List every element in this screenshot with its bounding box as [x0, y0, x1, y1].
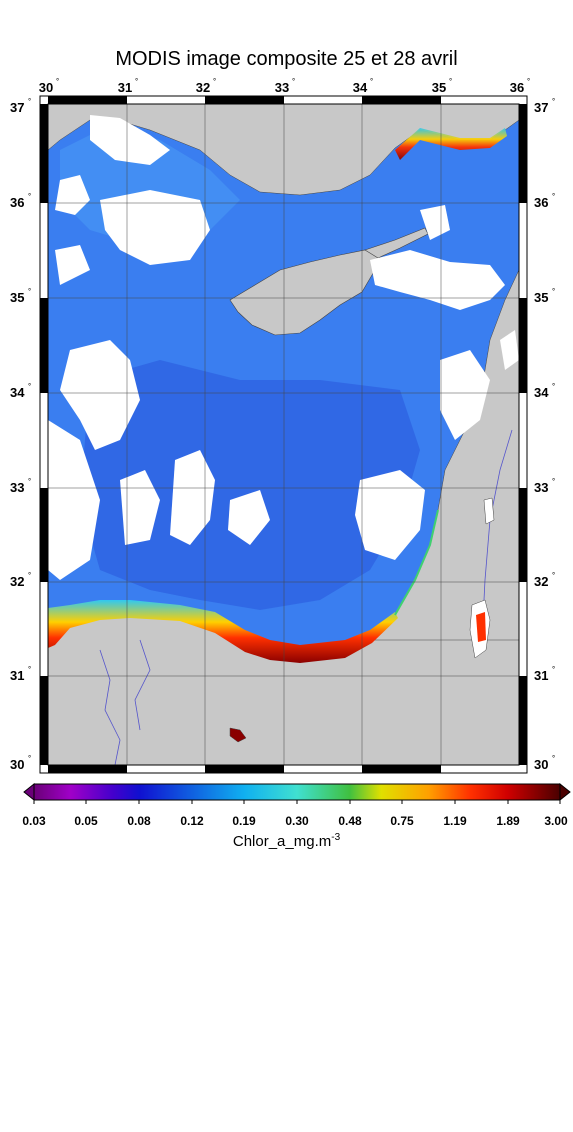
- lat-label: 34: [10, 385, 25, 400]
- svg-text:°: °: [449, 77, 452, 86]
- lat-label: 31: [10, 668, 24, 683]
- lat-label: 33: [10, 480, 24, 495]
- graticule: [48, 104, 519, 765]
- svg-text:°: °: [552, 192, 555, 201]
- svg-text:°: °: [552, 97, 555, 106]
- lat-label-right: 34: [534, 385, 549, 400]
- lat-label: 37: [10, 100, 24, 115]
- svg-text:°: °: [552, 287, 555, 296]
- colorbar-title: Chlor_a_mg.m-3: [0, 832, 573, 850]
- map-title: MODIS image composite 25 et 28 avril: [115, 48, 458, 70]
- lon-label: 36: [510, 80, 524, 95]
- svg-text:°: °: [370, 77, 373, 86]
- colorbar-units-exponent: -3: [331, 832, 341, 843]
- svg-text:°: °: [28, 382, 31, 391]
- lat-label: 32: [10, 574, 24, 589]
- svg-text:°: °: [28, 287, 31, 296]
- lat-label: 30: [10, 757, 24, 772]
- svg-text:°: °: [135, 77, 138, 86]
- svg-text:°: °: [56, 77, 59, 86]
- colorbar-tick: 0.03: [22, 814, 46, 828]
- svg-text:°: °: [552, 754, 555, 763]
- colorbar-tick: 0.75: [390, 814, 414, 828]
- svg-text:°: °: [28, 97, 31, 106]
- colorbar-tick: 0.08: [127, 814, 151, 828]
- lat-label-right: 33: [534, 480, 548, 495]
- colorbar: [23, 782, 571, 804]
- cloud-cover: [48, 115, 519, 580]
- svg-text:°: °: [292, 77, 295, 86]
- colorbar-tick: 0.12: [180, 814, 204, 828]
- colorbar-units: Chlor_a_mg.m: [232, 833, 332, 850]
- colorbar-tick: 0.05: [74, 814, 98, 828]
- lat-label-right: 32: [534, 574, 548, 589]
- lat-label-right: 36: [534, 195, 548, 210]
- colorbar-tick: 0.48: [338, 814, 362, 828]
- colorbar-tick: 1.89: [496, 814, 520, 828]
- colorbar-tick: 3.00: [544, 814, 568, 828]
- svg-text:°: °: [28, 477, 31, 486]
- svg-text:°: °: [28, 754, 31, 763]
- lat-label-right: 30: [534, 757, 548, 772]
- svg-text:°: °: [527, 77, 530, 86]
- svg-text:°: °: [28, 571, 31, 580]
- map-frame: [39, 95, 528, 774]
- lon-label: 35: [432, 80, 446, 95]
- svg-text:°: °: [552, 665, 555, 674]
- lat-label-right: 35: [534, 290, 548, 305]
- cyprus-island: [229, 249, 381, 336]
- lon-label: 33: [275, 80, 289, 95]
- colorbar-tick: 0.30: [285, 814, 309, 828]
- svg-text:°: °: [552, 571, 555, 580]
- lat-label-right: 31: [534, 668, 548, 683]
- lon-label: 32: [196, 80, 210, 95]
- lon-label: 30: [39, 80, 53, 95]
- svg-text:°: °: [28, 192, 31, 201]
- svg-text:°: °: [213, 77, 216, 86]
- lon-label: 31: [118, 80, 132, 95]
- lat-label: 35: [10, 290, 24, 305]
- lat-label: 36: [10, 195, 24, 210]
- lon-label: 34: [353, 80, 368, 95]
- colorbar-tick: 0.19: [232, 814, 256, 828]
- svg-text:°: °: [28, 665, 31, 674]
- nile-delta-bloom: [48, 600, 398, 663]
- colorbar-tick: 1.19: [443, 814, 467, 828]
- svg-text:°: °: [552, 477, 555, 486]
- svg-text:°: °: [552, 382, 555, 391]
- lat-label-right: 37: [534, 100, 548, 115]
